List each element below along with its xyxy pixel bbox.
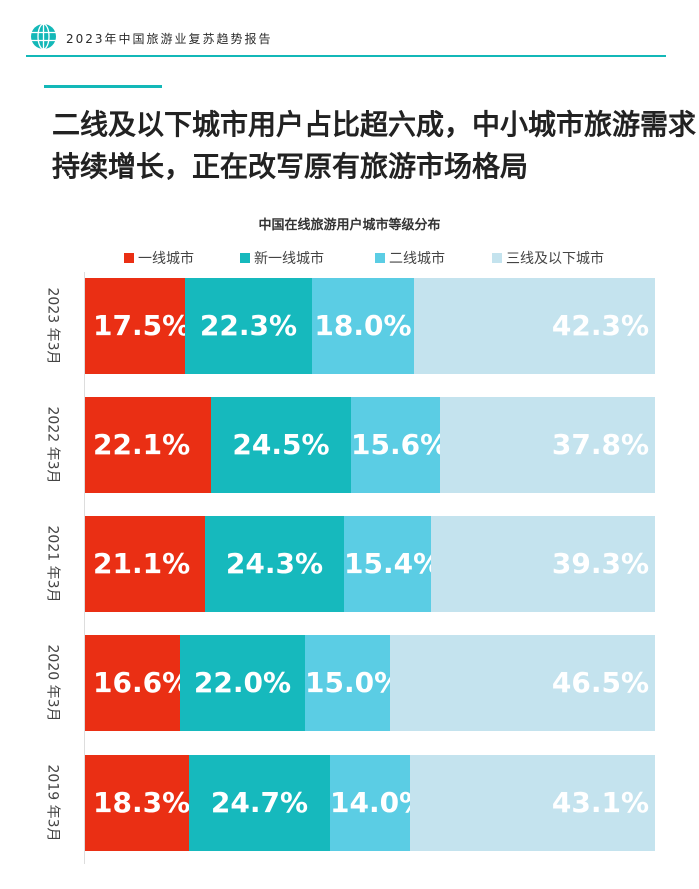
bar-segment xyxy=(351,397,440,493)
stacked-bar: 17.5% 22.3% 18.0% 42.3% xyxy=(85,278,655,374)
data-label: 15.0% xyxy=(305,666,403,699)
stacked-bar: 21.1% 24.3% 15.4% 39.3% xyxy=(85,516,655,612)
headline-line-1: 二线及以下城市用户占比超六成，中小城市旅游需求 xyxy=(52,108,697,141)
bar-segment xyxy=(211,397,351,493)
stacked-bar: 16.6% 22.0% 15.0% 46.5% xyxy=(85,635,655,731)
header-divider xyxy=(26,55,666,57)
legend-swatch xyxy=(375,253,385,263)
legend-label: 一线城市 xyxy=(138,251,194,267)
bar-segment xyxy=(205,516,344,612)
bar-segment xyxy=(330,755,410,851)
data-label: 22.1% xyxy=(93,428,191,461)
stacked-bar: 22.1% 24.5% 15.6% 37.8% xyxy=(85,397,655,493)
category-label: 2020 年3月 xyxy=(30,635,76,731)
category-label: 2021 年3月 xyxy=(30,516,76,612)
stacked-bar: 18.3% 24.7% 14.0% 43.1% xyxy=(85,755,655,851)
legend-swatch xyxy=(124,253,134,263)
bar-segment xyxy=(440,397,655,493)
data-label: 24.3% xyxy=(225,547,324,580)
legend-item: 新一线城市 xyxy=(240,248,324,268)
category-label-text: 2021 年3月 xyxy=(44,525,60,603)
page-headline: 二线及以下城市用户占比超六成，中小城市旅游需求 持续增长，正在改写原有旅游市场格… xyxy=(52,104,697,188)
data-label: 24.5% xyxy=(232,428,330,461)
bar-segment xyxy=(185,278,312,374)
category-label: 2022 年3月 xyxy=(30,397,76,493)
bar-row: 2023 年3月 17.5% 22.3% 18.0% 42.3% xyxy=(0,278,699,374)
data-label: 17.5% xyxy=(93,309,191,342)
bar-row: 2019 年3月 18.3% 24.7% 14.0% 43.1% xyxy=(0,755,699,851)
data-label: 42.3% xyxy=(551,309,649,342)
bar-row: 2021 年3月 21.1% 24.3% 15.4% 39.3% xyxy=(0,516,699,612)
bar-segment xyxy=(305,635,390,731)
bar-segment xyxy=(312,278,414,374)
category-label: 2019 年3月 xyxy=(30,755,76,851)
data-label: 43.1% xyxy=(551,786,649,819)
category-label-text: 2022 年3月 xyxy=(44,406,60,484)
data-label: 16.6% xyxy=(93,666,191,699)
bar-segment xyxy=(410,755,655,851)
bar-segment xyxy=(180,635,305,731)
data-label: 46.5% xyxy=(551,666,649,699)
bar-segment xyxy=(390,635,655,731)
legend-item: 三线及以下城市 xyxy=(492,248,604,268)
bar-segment xyxy=(85,516,205,612)
data-label: 15.4% xyxy=(344,547,442,580)
bar-segment xyxy=(431,516,655,612)
data-label: 24.7% xyxy=(210,786,309,819)
chart-title: 中国在线旅游用户城市等级分布 xyxy=(258,218,441,233)
report-title: 2023年中国旅游业复苏趋势报告 xyxy=(66,32,273,46)
bar-row: 2022 年3月 22.1% 24.5% 15.6% 37.8% xyxy=(0,397,699,493)
data-label: 37.8% xyxy=(551,428,649,461)
legend-swatch xyxy=(492,253,502,263)
category-label: 2023 年3月 xyxy=(30,278,76,374)
report-header: 2023年中国旅游业复苏趋势报告 xyxy=(0,0,699,60)
legend-label: 二线城市 xyxy=(389,251,445,267)
legend-item: 二线城市 xyxy=(375,248,445,268)
data-label: 15.6% xyxy=(351,428,449,461)
bar-segment xyxy=(414,278,655,374)
data-label: 18.0% xyxy=(314,309,412,342)
data-label: 14.0% xyxy=(330,786,428,819)
bar-segment xyxy=(85,278,185,374)
bar-segment xyxy=(85,755,189,851)
bar-row: 2020 年3月 16.6% 22.0% 15.0% 46.5% xyxy=(0,635,699,731)
data-label: 21.1% xyxy=(93,547,191,580)
legend-item: 一线城市 xyxy=(124,248,194,268)
stacked-bar-chart: 2023 年3月 17.5% 22.3% 18.0% 42.3% 2022 年3月 22.1… xyxy=(0,272,699,872)
chart-legend: 一线城市 新一线城市 二线城市 三线及以下城市 xyxy=(0,248,699,268)
headline-line-2: 持续增长，正在改写原有旅游市场格局 xyxy=(52,150,529,183)
bar-segment xyxy=(85,635,180,731)
category-label-text: 2023 年3月 xyxy=(44,287,60,365)
accent-divider xyxy=(44,85,162,88)
category-label-text: 2019 年3月 xyxy=(44,764,60,842)
bar-segment xyxy=(85,397,211,493)
data-label: 22.3% xyxy=(199,309,298,342)
data-label: 39.3% xyxy=(551,547,649,580)
globe-icon xyxy=(31,23,56,50)
data-label: 18.3% xyxy=(93,786,191,819)
bar-segment xyxy=(344,516,431,612)
bar-segment xyxy=(189,755,330,851)
legend-label: 新一线城市 xyxy=(254,251,324,267)
category-label-text: 2020 年3月 xyxy=(44,644,60,722)
data-label: 22.0% xyxy=(193,666,292,699)
category-axis-line xyxy=(84,272,85,864)
legend-swatch xyxy=(240,253,250,263)
legend-label: 三线及以下城市 xyxy=(506,251,604,267)
